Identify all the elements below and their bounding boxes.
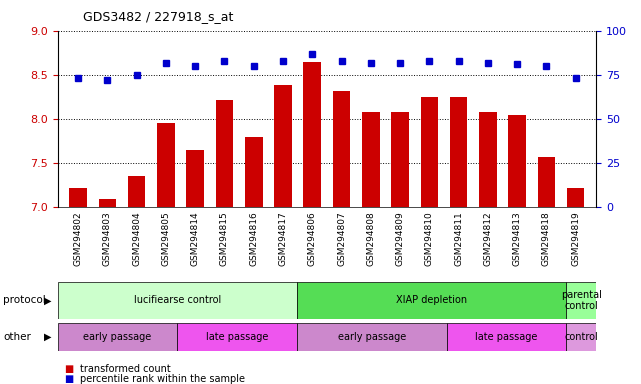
- Bar: [362, 112, 379, 207]
- Bar: [274, 86, 292, 207]
- Text: other: other: [3, 332, 31, 342]
- Text: GSM294819: GSM294819: [571, 211, 580, 266]
- Text: ■: ■: [64, 364, 73, 374]
- Text: late passage: late passage: [206, 332, 269, 342]
- Bar: [303, 61, 321, 207]
- Text: lucifiearse control: lucifiearse control: [134, 295, 221, 306]
- Bar: [187, 150, 204, 207]
- Bar: [566, 323, 596, 351]
- Text: GSM294808: GSM294808: [366, 211, 375, 266]
- Text: ▶: ▶: [44, 295, 51, 306]
- Text: transformed count: transformed count: [80, 364, 171, 374]
- Bar: [245, 137, 263, 207]
- Text: late passage: late passage: [475, 332, 538, 342]
- Bar: [216, 99, 233, 207]
- Text: GSM294805: GSM294805: [162, 211, 171, 266]
- Text: early passage: early passage: [338, 332, 406, 342]
- Text: ■: ■: [64, 374, 73, 384]
- Bar: [69, 188, 87, 207]
- Bar: [420, 97, 438, 207]
- Text: ▶: ▶: [44, 332, 51, 342]
- Text: XIAP depletion: XIAP depletion: [396, 295, 467, 306]
- Text: GSM294810: GSM294810: [425, 211, 434, 266]
- Text: GSM294809: GSM294809: [395, 211, 404, 266]
- Text: protocol: protocol: [3, 295, 46, 306]
- Bar: [297, 323, 447, 351]
- Text: GSM294811: GSM294811: [454, 211, 463, 266]
- Text: control: control: [564, 332, 598, 342]
- Bar: [447, 323, 566, 351]
- Text: GSM294803: GSM294803: [103, 211, 112, 266]
- Bar: [567, 188, 585, 207]
- Bar: [58, 282, 297, 319]
- Bar: [297, 282, 566, 319]
- Bar: [479, 112, 497, 207]
- Text: GSM294812: GSM294812: [483, 211, 492, 266]
- Bar: [566, 282, 596, 319]
- Text: GSM294806: GSM294806: [308, 211, 317, 266]
- Bar: [99, 199, 116, 207]
- Bar: [178, 323, 297, 351]
- Text: GSM294804: GSM294804: [132, 211, 141, 266]
- Bar: [58, 323, 178, 351]
- Text: GSM294813: GSM294813: [513, 211, 522, 266]
- Text: GSM294817: GSM294817: [279, 211, 288, 266]
- Text: early passage: early passage: [83, 332, 152, 342]
- Bar: [333, 91, 351, 207]
- Text: GSM294814: GSM294814: [191, 211, 200, 266]
- Bar: [450, 97, 467, 207]
- Text: percentile rank within the sample: percentile rank within the sample: [80, 374, 245, 384]
- Bar: [128, 177, 146, 207]
- Text: GSM294815: GSM294815: [220, 211, 229, 266]
- Text: GSM294802: GSM294802: [74, 211, 83, 266]
- Bar: [157, 124, 175, 207]
- Bar: [508, 114, 526, 207]
- Text: GSM294807: GSM294807: [337, 211, 346, 266]
- Text: GDS3482 / 227918_s_at: GDS3482 / 227918_s_at: [83, 10, 234, 23]
- Bar: [391, 112, 409, 207]
- Bar: [538, 157, 555, 207]
- Text: parental
control: parental control: [561, 290, 602, 311]
- Text: GSM294816: GSM294816: [249, 211, 258, 266]
- Text: GSM294818: GSM294818: [542, 211, 551, 266]
